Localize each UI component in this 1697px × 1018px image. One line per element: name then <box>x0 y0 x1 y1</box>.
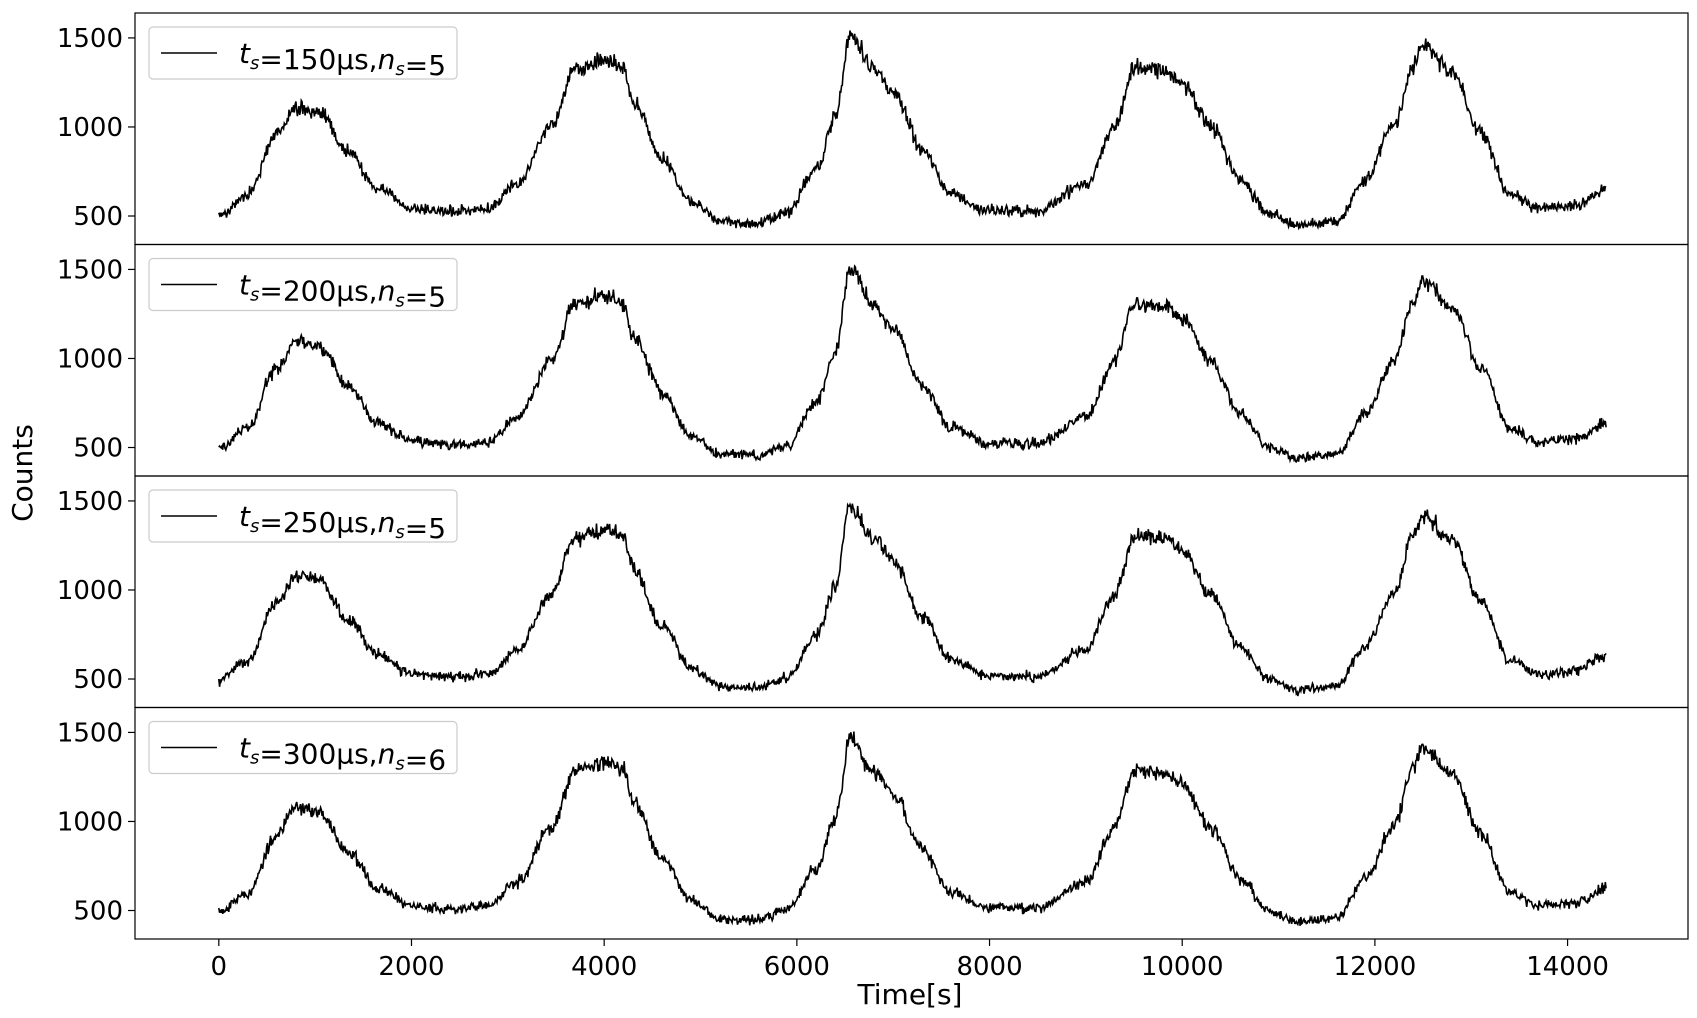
x-tick-label: 14000 <box>1526 952 1609 982</box>
x-tick-label: 10000 <box>1141 952 1224 982</box>
y-tick-label: 500 <box>73 434 123 464</box>
panel-4: 500 1000 1500 ts=300μs,ns=6 <box>57 706 1689 940</box>
y-tick-label: 500 <box>73 202 123 232</box>
x-axis-title: Time[s] <box>857 978 963 1011</box>
panel-2: 500 1000 1500 ts=200μs,ns=5 <box>57 243 1689 477</box>
x-tick-label: 6000 <box>764 952 830 982</box>
x-tick-label: 8000 <box>956 952 1022 982</box>
legend-label: ts=200μs,ns=5 <box>239 269 446 314</box>
legend-box <box>148 257 458 312</box>
legend-label: ts=300μs,ns=6 <box>239 732 446 777</box>
legend-1: ts=150μs,ns=5 <box>148 26 458 82</box>
y-axis-title: Counts <box>6 424 39 522</box>
y-tick-label: 1500 <box>57 487 123 517</box>
legend-box <box>148 720 458 775</box>
y-tick-label: 1000 <box>57 576 123 606</box>
y-tick-label: 500 <box>73 665 123 695</box>
x-tick-label: 0 <box>211 952 228 982</box>
x-axis-ticks: 0 2000 4000 6000 8000 10000 12000 14000 <box>211 939 1609 982</box>
legend-4: ts=300μs,ns=6 <box>148 720 458 777</box>
legend-2: ts=200μs,ns=5 <box>148 257 458 314</box>
series-4-line <box>218 731 1607 927</box>
legend-box <box>148 489 458 543</box>
legend-box <box>148 26 458 80</box>
series-2-line <box>218 264 1607 464</box>
series-1-line <box>218 30 1607 231</box>
x-tick-label: 12000 <box>1334 952 1417 982</box>
y-tick-label: 1500 <box>57 255 123 285</box>
series-3-line <box>218 502 1607 697</box>
legend-label: ts=150μs,ns=5 <box>239 37 446 82</box>
panels: 500 1000 1500 ts=150μs,ns=5 500 1000 1500 ts=20… <box>57 12 1689 940</box>
y-tick-label: 1500 <box>57 718 123 748</box>
legend-3: ts=250μs,ns=5 <box>148 489 458 545</box>
x-tick-label: 2000 <box>378 952 444 982</box>
panel-3: 500 1000 1500 ts=250μs,ns=5 <box>57 475 1689 709</box>
y-tick-label: 1000 <box>57 113 123 143</box>
y-tick-label: 500 <box>73 897 123 927</box>
panel-1: 500 1000 1500 ts=150μs,ns=5 <box>57 12 1689 246</box>
legend-label: ts=250μs,ns=5 <box>239 500 446 545</box>
x-tick-label: 4000 <box>571 952 637 982</box>
y-tick-label: 1500 <box>57 24 123 54</box>
panel-4-frame <box>134 706 1689 940</box>
y-tick-label: 1000 <box>57 807 123 837</box>
y-tick-label: 1000 <box>57 344 123 374</box>
